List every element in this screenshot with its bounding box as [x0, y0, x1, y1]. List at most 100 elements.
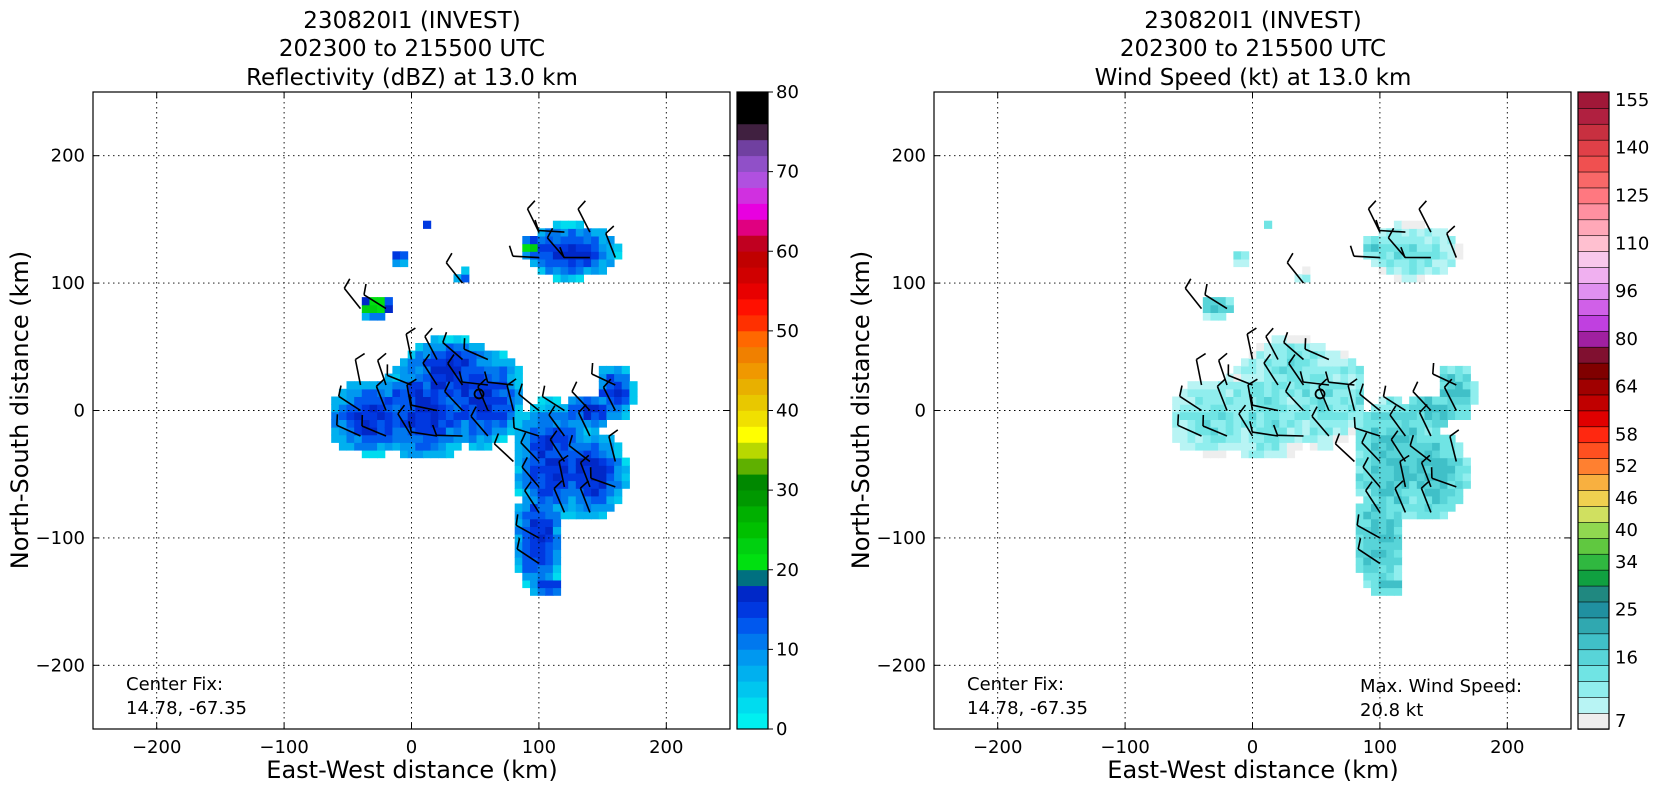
field-cell [1371, 457, 1380, 466]
field-cell [499, 373, 508, 382]
colorbar-swatch [737, 553, 768, 571]
wind-barb-staff [1283, 341, 1305, 361]
field-cell [1286, 427, 1296, 436]
field-cell [1386, 404, 1395, 413]
field-cell [1393, 266, 1403, 275]
field-cell [1325, 381, 1334, 390]
field-cell [1195, 434, 1204, 443]
field-cell [1233, 442, 1242, 451]
field-cell [1439, 495, 1448, 505]
field-cell [453, 419, 462, 428]
wind-barb-staff [1353, 255, 1380, 259]
field-cell [369, 312, 378, 321]
field-cell [1294, 411, 1303, 420]
colorbar-swatch [1577, 410, 1610, 428]
field-cell [545, 465, 554, 474]
field-cell [1386, 541, 1395, 550]
field-cell [1363, 236, 1372, 245]
colorbar-swatch [1577, 442, 1610, 459]
wind-barb-staff [470, 415, 489, 437]
field-cell [575, 472, 584, 482]
field-cell [1286, 419, 1296, 428]
wind-barb-staff [375, 386, 387, 411]
field-cell [530, 236, 539, 245]
field-cell [591, 236, 600, 245]
field-cell [614, 442, 623, 451]
wind-barb-staff [558, 461, 566, 488]
wind-barb-staff [387, 374, 412, 386]
field-cell [338, 427, 348, 436]
wind-barb-flag [1311, 406, 1318, 417]
field-cell [1202, 304, 1211, 313]
field-cell [530, 457, 539, 466]
field-cell [1393, 579, 1403, 589]
field-cell [438, 442, 447, 451]
wind-barb-staff [577, 412, 591, 437]
field-cell [1386, 480, 1395, 489]
field-cell [1363, 243, 1372, 252]
field-cell [552, 488, 562, 497]
field-cell [1378, 411, 1387, 420]
field-cell [621, 373, 630, 382]
field-cell [484, 419, 493, 428]
field-cell [1179, 419, 1189, 428]
field-cell [545, 564, 554, 573]
field-cell [537, 427, 546, 436]
field-cell [346, 388, 355, 397]
field-cell [621, 411, 630, 420]
wind-barb-staff [1359, 393, 1381, 412]
field-cell [1271, 373, 1280, 382]
field-cell [1401, 404, 1410, 413]
panel2-grid [934, 92, 1571, 729]
wind-barb-staff [515, 524, 540, 539]
field-cell [1294, 434, 1303, 443]
field-cell [537, 266, 546, 275]
colorbar-swatch [737, 283, 768, 300]
colorbar-swatch [1577, 235, 1610, 252]
field-cell [1416, 251, 1425, 260]
field-cell [1371, 541, 1380, 550]
field-cell [1424, 465, 1433, 474]
field-cell [1340, 358, 1349, 367]
field-cell [354, 396, 363, 405]
field-cell [1439, 488, 1448, 497]
field-cell [1172, 404, 1181, 413]
field-cell [1386, 472, 1395, 482]
field-cell [1195, 427, 1204, 436]
wind-barb-staff [1420, 487, 1432, 513]
colorbar-tick-label: 60 [776, 241, 799, 262]
colorbar-tick-label: 46 [1615, 488, 1638, 509]
field-cell [591, 495, 600, 505]
wind-barb-staff [549, 439, 566, 462]
wind-barb-staff [487, 381, 514, 386]
wind-barb-staff [343, 287, 362, 310]
field-cell [1416, 236, 1425, 245]
field-cell [453, 365, 462, 375]
wind-barb-flag [1265, 327, 1274, 338]
wind-barb-staff [1311, 415, 1330, 437]
field-cell [468, 434, 477, 443]
field-cell [1332, 404, 1341, 413]
field-cell [537, 541, 546, 550]
field-cell [468, 350, 477, 359]
field-cell [1225, 396, 1234, 405]
colorbar-tick-label: 20 [776, 560, 799, 581]
field-cell [1447, 388, 1456, 397]
wind-barb-staff [1217, 360, 1228, 386]
field-cell [560, 457, 569, 466]
field-cell [575, 427, 584, 436]
field-cell [461, 388, 470, 397]
field-cell [1393, 518, 1403, 527]
field-cell [1470, 381, 1479, 390]
field-cell [1332, 396, 1341, 405]
field-cell [354, 427, 363, 436]
y-tick-label: −100 [877, 528, 926, 549]
colorbar-swatch [1577, 553, 1610, 571]
field-cell [1447, 258, 1456, 268]
field-cell [621, 365, 630, 375]
field-cell [1302, 427, 1311, 436]
field-cell [537, 480, 546, 489]
field-cell [598, 388, 607, 397]
field-cell [438, 434, 447, 443]
field-cell [530, 495, 539, 505]
